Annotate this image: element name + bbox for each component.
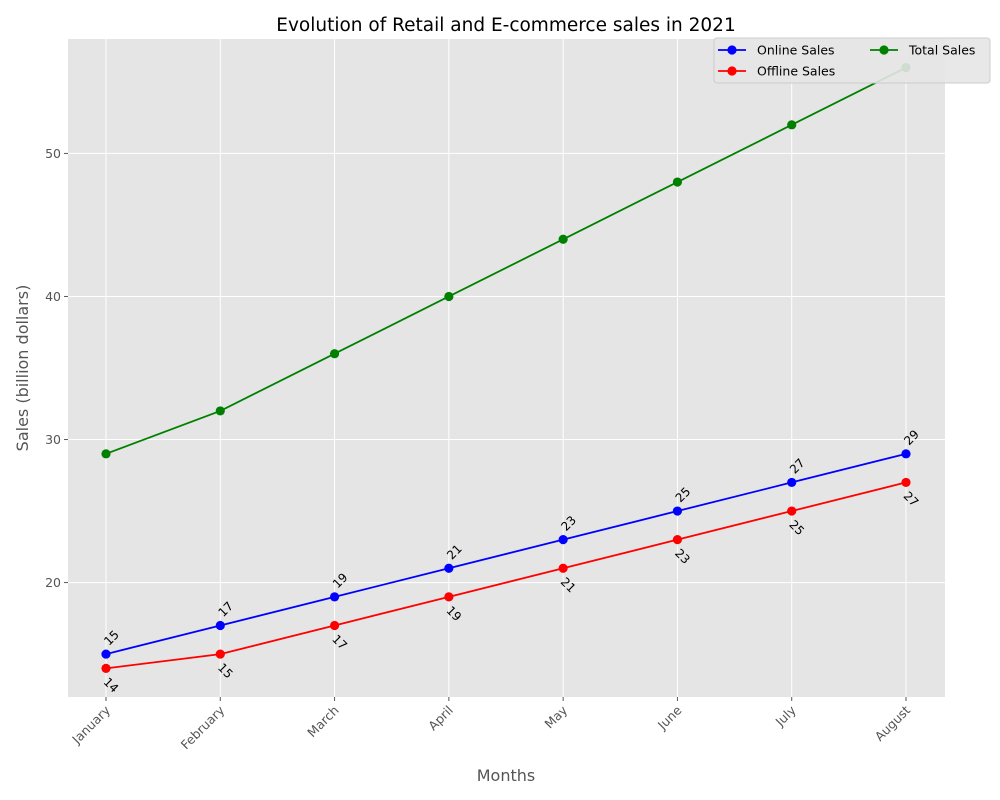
x-axis-label: Months [477, 766, 535, 785]
x-tick-label: March [304, 703, 342, 741]
data-point [215, 406, 225, 416]
x-tick-label: August [872, 702, 914, 744]
data-point [558, 535, 568, 545]
data-point [444, 291, 454, 302]
data-point [329, 349, 340, 359]
legend-swatch-marker [879, 45, 889, 55]
series-line [105, 481, 907, 670]
data-point [901, 477, 911, 488]
chart-title: Evolution of Retail and E-commerce sales… [276, 15, 735, 36]
data-point [558, 563, 568, 573]
data-point [101, 649, 111, 659]
legend: Online Sales Offline Sales Total Sales [713, 37, 991, 84]
data-point [101, 449, 111, 459]
data-point [672, 535, 683, 545]
x-tick-label: January [68, 702, 113, 747]
data-point [215, 620, 225, 631]
legend-box [713, 37, 991, 84]
data-point [101, 663, 111, 673]
data-point [787, 477, 797, 488]
data-point [329, 592, 340, 602]
x-tick-label: May [541, 702, 570, 731]
data-point [787, 506, 797, 516]
data-point [901, 449, 911, 459]
series-line [105, 452, 907, 655]
x-tick-label: July [772, 702, 800, 730]
data-point [787, 120, 797, 130]
legend-swatch-marker [727, 66, 737, 76]
series-group [101, 63, 911, 673]
data-point [444, 563, 454, 573]
x-tick-label: February [178, 702, 228, 752]
legend-label: Offline Sales [757, 64, 835, 79]
legend-label: Online Sales [757, 43, 835, 58]
x-tick-label: June [654, 702, 685, 733]
legend-swatch-marker [727, 45, 737, 55]
data-point [215, 649, 225, 659]
y-tick-label: 40 [45, 289, 61, 304]
x-axis-ticks: January February March April May June July Augu… [68, 697, 913, 752]
data-point [444, 592, 454, 602]
plot-background [68, 39, 945, 697]
data-point [329, 620, 340, 631]
y-tick-label: 30 [45, 432, 61, 447]
y-axis-ticks: 20 30 40 50 [45, 146, 68, 590]
y-axis-label: Sales (billion dollars) [13, 285, 32, 452]
y-tick-label: 50 [45, 146, 61, 161]
x-tick-label: April [425, 703, 456, 734]
data-point [558, 234, 568, 244]
data-point [672, 177, 683, 187]
legend-label: Total Sales [908, 43, 975, 58]
y-tick-label: 20 [45, 575, 61, 590]
series-line [105, 66, 907, 455]
data-point [672, 506, 683, 516]
